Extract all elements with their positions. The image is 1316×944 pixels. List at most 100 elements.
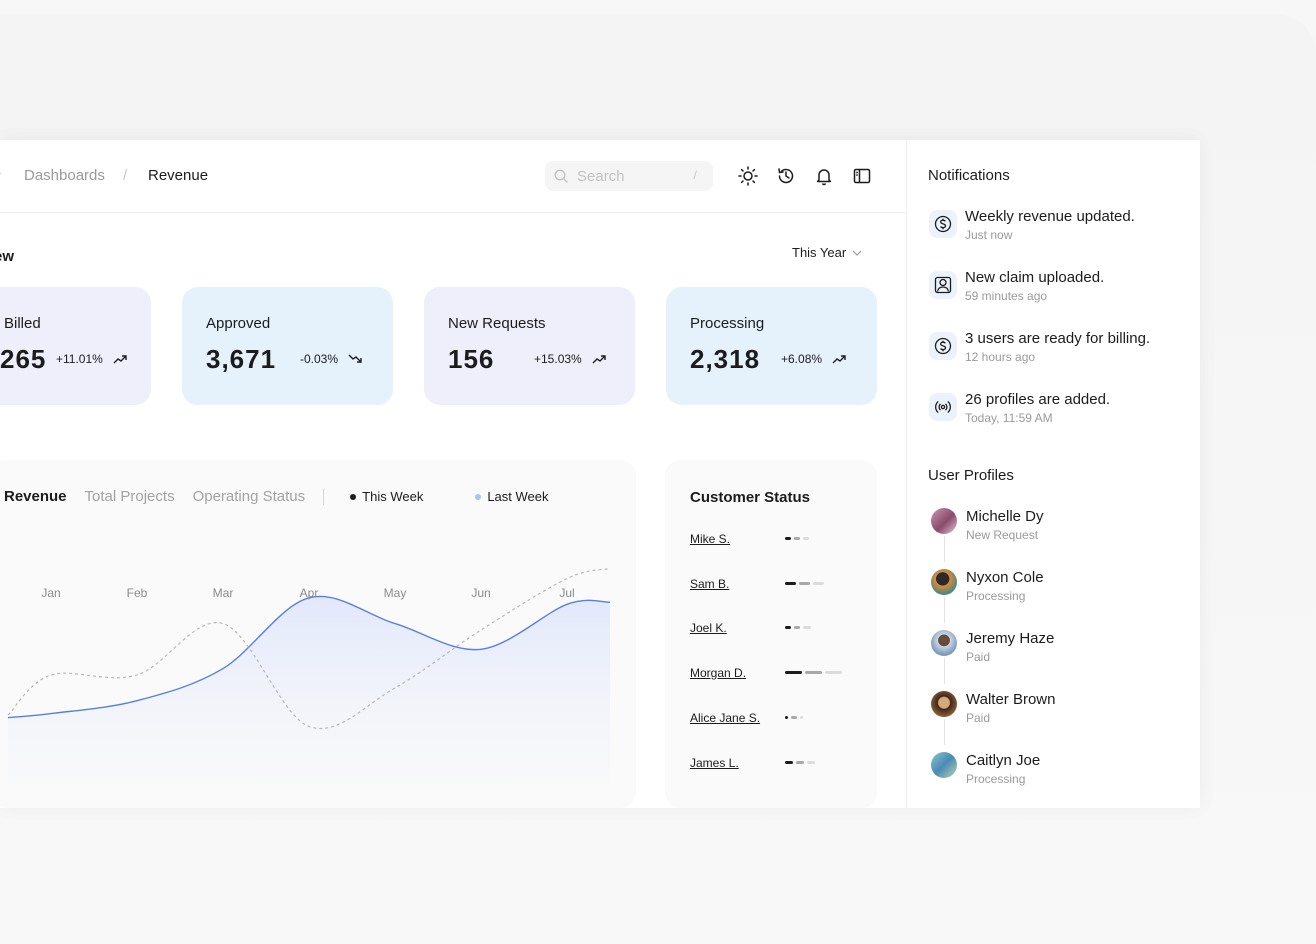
top-bar: ▾ Dashboards / Revenue / bbox=[0, 140, 906, 213]
status-bar-segment bbox=[803, 537, 809, 540]
back-arrow-icon[interactable]: ▾ bbox=[0, 168, 1, 184]
legend-label: Last Week bbox=[487, 489, 549, 504]
chevron-down-icon bbox=[852, 250, 862, 256]
x-tick-label: Jun bbox=[471, 586, 491, 600]
chart-tabs: Revenue Total Projects Operating Status … bbox=[4, 488, 601, 505]
status-bars bbox=[785, 760, 815, 764]
period-select[interactable]: This Year bbox=[792, 245, 862, 260]
customer-row: James L. bbox=[690, 754, 870, 774]
user-icon bbox=[929, 271, 957, 299]
revenue-line-chart bbox=[7, 567, 611, 785]
notification-text: 3 users are ready for billing. bbox=[965, 330, 1151, 347]
stat-change-text: +15.03% bbox=[534, 352, 582, 366]
customer-row: Mike S. bbox=[690, 530, 870, 550]
x-tick-label: Jan bbox=[41, 586, 61, 600]
breadcrumb-current: Revenue bbox=[148, 167, 209, 184]
user-status: Paid bbox=[966, 711, 991, 725]
breadcrumb-separator: / bbox=[123, 167, 128, 184]
broadcast-icon bbox=[929, 393, 957, 421]
legend-last-week: Last Week bbox=[475, 489, 566, 504]
status-bar-segment bbox=[800, 715, 803, 719]
customer-name-link[interactable]: Mike S. bbox=[690, 532, 731, 546]
stat-label: New Requests bbox=[448, 315, 546, 332]
overview-title: ew bbox=[0, 248, 15, 265]
legend-this-week: This Week bbox=[350, 489, 441, 504]
notification-time: 12 hours ago bbox=[965, 350, 1036, 364]
status-bar-segment bbox=[799, 581, 810, 585]
customer-name-link[interactable]: Alice Jane S. bbox=[690, 710, 761, 725]
stat-value: 3,671 bbox=[206, 344, 277, 374]
series-area-this-week bbox=[8, 596, 610, 785]
legend-dot bbox=[475, 493, 482, 500]
status-bar-segment bbox=[825, 671, 842, 675]
customer-row: Joel K. bbox=[690, 619, 870, 639]
dashboard-window: ▾ Dashboards / Revenue / bbox=[0, 140, 1200, 808]
x-tick-label: Feb bbox=[126, 586, 148, 600]
notification-time: Just now bbox=[965, 228, 1013, 242]
stat-change: +6.08% bbox=[781, 352, 846, 366]
stat-change: +15.03% bbox=[534, 352, 606, 366]
customer-name-link[interactable]: James L. bbox=[690, 755, 739, 770]
user-status: New Request bbox=[966, 528, 1039, 542]
notifications-title: Notifications bbox=[928, 167, 1010, 184]
timeline-connector bbox=[944, 719, 945, 745]
notification-text: New claim uploaded. bbox=[965, 269, 1105, 286]
legend-dot bbox=[350, 493, 357, 500]
user-name: Michelle Dy bbox=[966, 508, 1044, 525]
search-box[interactable]: / bbox=[545, 161, 713, 191]
stat-label: Billed bbox=[4, 315, 41, 332]
bell-icon[interactable] bbox=[813, 165, 835, 187]
notification-time: Today, 11:59 AM bbox=[965, 411, 1053, 425]
trend-up-icon bbox=[832, 355, 846, 364]
customer-name-link[interactable]: Morgan D. bbox=[690, 666, 747, 681]
status-bar-segment bbox=[794, 626, 800, 630]
stat-change-text: +6.08% bbox=[781, 352, 823, 366]
period-select-label: This Year bbox=[792, 245, 847, 260]
timeline-connector bbox=[944, 597, 945, 623]
user-name: Caitlyn Joe bbox=[966, 752, 1041, 769]
stat-change-text: +11.01% bbox=[56, 352, 103, 366]
tab-operating-status[interactable]: Operating Status bbox=[192, 488, 306, 505]
status-bar-segment bbox=[785, 671, 802, 675]
stat-change-text: -0.03% bbox=[300, 352, 339, 366]
stat-value: 2,318 bbox=[690, 344, 761, 374]
search-input[interactable] bbox=[577, 166, 687, 186]
trend-up-icon bbox=[113, 355, 127, 364]
search-shortcut: / bbox=[693, 168, 697, 182]
avatar bbox=[931, 569, 957, 595]
sidebar-toggle-icon[interactable] bbox=[851, 165, 873, 187]
customer-row: Sam B. bbox=[690, 575, 870, 595]
tab-total-projects[interactable]: Total Projects bbox=[84, 488, 175, 505]
status-bars bbox=[785, 537, 809, 540]
avatar bbox=[931, 630, 957, 656]
stat-label: Processing bbox=[690, 315, 765, 332]
avatar bbox=[931, 691, 957, 717]
tab-revenue[interactable]: Revenue bbox=[4, 488, 67, 505]
status-bars bbox=[785, 626, 811, 630]
avatar bbox=[931, 752, 957, 778]
x-tick-label: Mar bbox=[212, 586, 234, 600]
avatar bbox=[931, 508, 957, 534]
status-bar-segment bbox=[785, 537, 791, 540]
tab-divider bbox=[323, 488, 325, 505]
user-status: Processing bbox=[966, 772, 1026, 786]
history-icon[interactable] bbox=[775, 165, 797, 187]
breadcrumb-dashboards[interactable]: Dashboards bbox=[24, 167, 105, 184]
customer-row: Morgan D. bbox=[690, 664, 870, 684]
x-tick-label: Apr bbox=[299, 586, 319, 600]
status-bar-segment bbox=[785, 715, 788, 719]
sun-icon[interactable] bbox=[737, 165, 759, 187]
customer-name-link[interactable]: Sam B. bbox=[690, 576, 730, 591]
stat-card-billed: Billed 265 +11.01% bbox=[0, 287, 151, 405]
stat-change: -0.03% bbox=[300, 352, 362, 366]
status-bar-segment bbox=[805, 671, 822, 675]
customer-name-link[interactable]: Joel K. bbox=[690, 621, 727, 636]
status-bar-segment bbox=[785, 626, 791, 630]
stat-card-processing: Processing 2,318 +6.08% bbox=[666, 287, 877, 405]
customer-row: Alice Jane S. bbox=[690, 709, 870, 729]
status-bars bbox=[785, 671, 842, 675]
customer-status-title: Customer Status bbox=[690, 489, 811, 506]
user-name: Jeremy Haze bbox=[966, 630, 1055, 647]
search-icon bbox=[554, 169, 568, 183]
user-status: Paid bbox=[966, 650, 991, 664]
